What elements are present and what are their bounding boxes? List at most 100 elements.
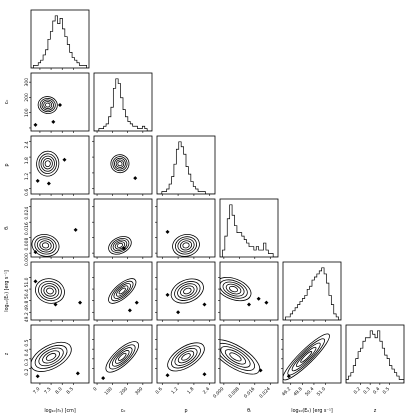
panel-theta-c0 (92, 198, 153, 259)
histogram-logM (31, 15, 89, 68)
contour-level (108, 236, 132, 255)
panel-logE-c0 (92, 261, 153, 322)
contour-level (117, 352, 127, 361)
y-axis-label-c0: c₀ (5, 100, 10, 105)
panel-p-p (156, 135, 216, 196)
outlier-point (33, 279, 38, 284)
panel-content (35, 150, 67, 186)
contour-level (220, 346, 251, 368)
x-tick-label: 0.5 (382, 386, 391, 395)
panel-content (110, 154, 138, 181)
contour-level (167, 342, 205, 372)
panel-frame (156, 198, 216, 258)
contour-level (228, 285, 239, 293)
y-axis-label-z: z (5, 352, 10, 355)
contour-level (177, 283, 198, 299)
x-tick-label: 0.4 (372, 386, 381, 395)
x-tick-label: 2.4 (202, 386, 211, 395)
contour-level (114, 157, 126, 170)
contour-level (39, 240, 52, 251)
panel-frame (345, 324, 405, 384)
outlier-point (202, 302, 207, 307)
contour-level (115, 159, 125, 168)
contour-level (111, 280, 134, 302)
outlier-point (101, 376, 106, 381)
x-axis-label-c0: c₀ (121, 409, 126, 414)
y-tick-label: 0.6 (24, 189, 30, 196)
panel-z-logM: 7.0 7.5 8.0 8.5 0.2 0.3 0.4 0.5 (24, 324, 90, 395)
panel-theta-theta (219, 198, 279, 259)
y-tick-label: 200 (24, 93, 30, 102)
panel-content (31, 15, 89, 68)
x-tick-label: 1.8 (186, 386, 195, 395)
panel-p-logM: 0.6 1.2 1.8 2.4 (24, 135, 90, 196)
y-tick-label: 100 (24, 108, 30, 117)
contour-level (112, 239, 128, 252)
outlier-point (286, 374, 291, 379)
x-tick-label: 50.4 (304, 386, 315, 397)
outlier-point (33, 122, 38, 127)
outlier-point (127, 308, 132, 313)
contour-level (41, 242, 50, 249)
outlier-point (256, 296, 261, 301)
panel-content (220, 276, 269, 307)
contour-level (224, 349, 247, 365)
y-tick-label: 49.8 (24, 301, 30, 311)
contour-level (46, 287, 54, 295)
contour-level (222, 281, 245, 297)
contour-level (108, 344, 136, 370)
contour-level (183, 287, 192, 295)
panel-logM-logM (30, 9, 90, 70)
panel-logE-logE (282, 261, 342, 322)
panel-content (31, 227, 78, 257)
panel-z-c0: 0 100 200 300 (92, 324, 153, 396)
panel-frame (219, 324, 279, 384)
y-axis-label-logE: log₁₀(E₀) [erg s⁻¹] (4, 270, 10, 312)
panel-frame (93, 324, 153, 384)
x-tick-label: 0.000 (212, 386, 225, 399)
panel-logE-p (155, 261, 216, 322)
contour-level (43, 101, 53, 110)
panel-frame (282, 324, 342, 384)
y-tick-label: 49.2 (24, 312, 30, 322)
x-tick-label: 0.024 (258, 386, 271, 399)
y-tick-label: 1.8 (24, 157, 30, 164)
panel-c0-c0 (93, 72, 153, 133)
contour-level (118, 287, 126, 295)
contour-level (229, 352, 242, 362)
x-tick-label: 300 (134, 386, 144, 396)
contour-level (170, 278, 204, 304)
x-tick-label: 49.8 (292, 386, 303, 397)
contour-level (38, 153, 57, 174)
x-tick-label: 0.2 (353, 386, 362, 395)
contour-level (220, 279, 248, 299)
contour-level (111, 347, 133, 367)
contour-level (220, 339, 261, 375)
outlier-point (176, 310, 181, 315)
outlier-point (33, 250, 38, 255)
contour-level (175, 236, 197, 255)
contour-level (43, 285, 57, 297)
contour-level (35, 278, 65, 304)
panel-z-z: 0.2 0.3 0.4 0.5 (345, 324, 405, 395)
panel-content (220, 204, 278, 257)
panel-content (220, 339, 263, 375)
outlier-point (202, 372, 207, 377)
contour-level (45, 353, 57, 361)
panel-frame (219, 261, 279, 321)
panel-z-theta: 0.000 0.008 0.016 0.024 (212, 324, 279, 400)
outlier-point (165, 229, 170, 234)
outlier-point (78, 300, 83, 305)
panel-c0-logM (29, 72, 90, 133)
contour-level (45, 102, 51, 108)
y-tick-label: 2.4 (24, 141, 30, 148)
panel-frame (219, 198, 279, 258)
panel-frame (93, 135, 153, 195)
contour-level (177, 238, 195, 253)
y-axis-label-p: p (5, 163, 10, 166)
panel-frame (30, 72, 90, 132)
x-tick-label: 0.3 (362, 386, 371, 395)
y-tick-label: 51.0 (24, 277, 30, 287)
x-tick-label: 51.0 (316, 386, 327, 397)
outlier-point (46, 181, 51, 186)
